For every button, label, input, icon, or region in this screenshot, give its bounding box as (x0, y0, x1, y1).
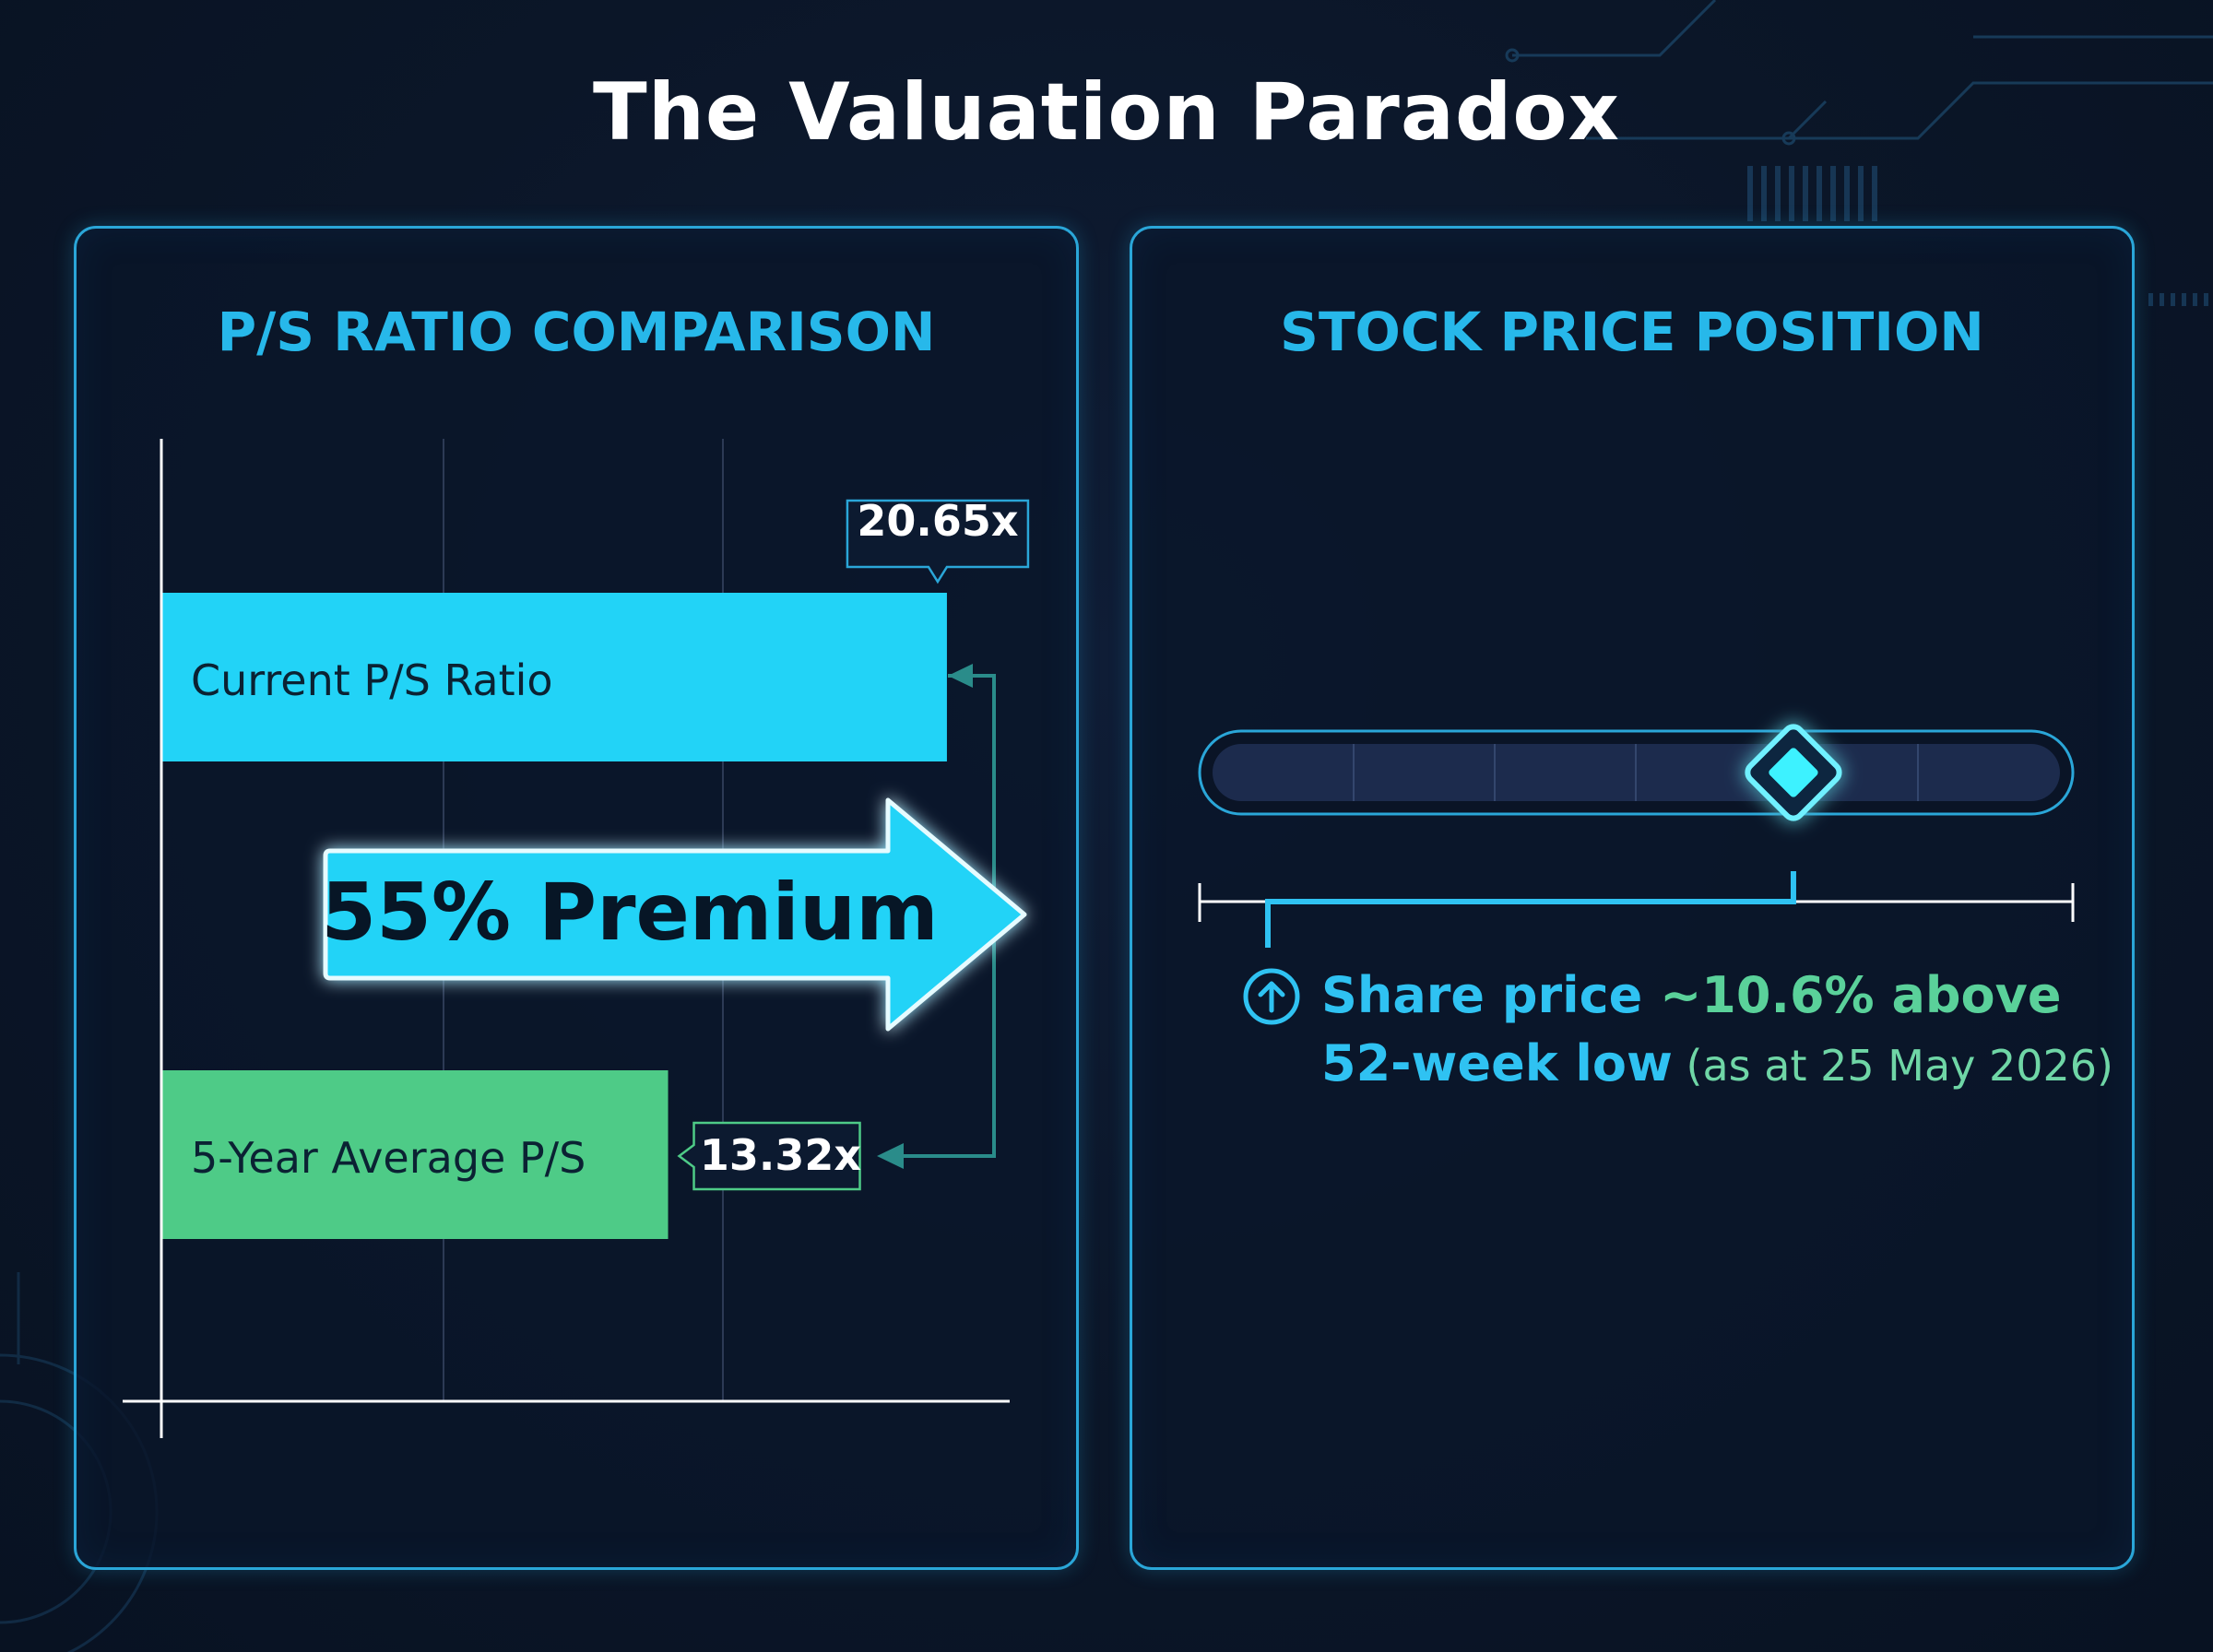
bar-5yr-avg-ps (161, 1070, 669, 1239)
premium-arrow (323, 797, 1027, 1032)
note-part1: Share price (1321, 966, 1661, 1024)
price-position-gauge (1198, 724, 2075, 948)
note-date: (as at 25 May 2026) (1672, 1041, 2113, 1091)
note-part2: 52-week low (1321, 1034, 1673, 1092)
value-label-current-ps: 20.65x (857, 496, 1018, 546)
bracket-arrowhead-bottom-icon (877, 1143, 904, 1169)
page-title: The Valuation Paradox (593, 66, 1620, 159)
bar-label-current-ps: Current P/S Ratio (191, 655, 553, 705)
premium-label: 55% Premium (321, 867, 938, 959)
range-highlight (1265, 871, 1796, 948)
ps-ratio-panel-title: P/S RATIO COMPARISON (217, 301, 936, 363)
ps-ratio-panel: P/S RATIO COMPARISON Current P/S Ratio 5… (74, 226, 1079, 1570)
value-label-5yr-avg-ps: 13.32x (700, 1130, 861, 1180)
value-callout-current-ps: 20.65x (846, 496, 1030, 584)
ps-ratio-chart: Current P/S Ratio 5-Year Average P/S 20.… (123, 439, 1030, 1438)
stock-price-panel: STOCK PRICE POSITION (1130, 226, 2135, 1570)
bracket-arrowhead-top-icon (948, 664, 973, 688)
diamond-marker-icon (1745, 724, 1842, 821)
bar-label-5yr-avg-ps: 5-Year Average P/S (191, 1133, 586, 1183)
note-value: ~10.6% above (1660, 966, 2062, 1024)
price-position-note: Share price ~10.6% above 52-week low (as… (1321, 962, 2114, 1100)
value-callout-5yr-avg-ps: 13.32x (677, 1121, 861, 1191)
bar-current-ps (161, 593, 947, 761)
stock-price-panel-title: STOCK PRICE POSITION (1280, 301, 1984, 363)
arrow-up-circle-icon (1243, 968, 1300, 1025)
